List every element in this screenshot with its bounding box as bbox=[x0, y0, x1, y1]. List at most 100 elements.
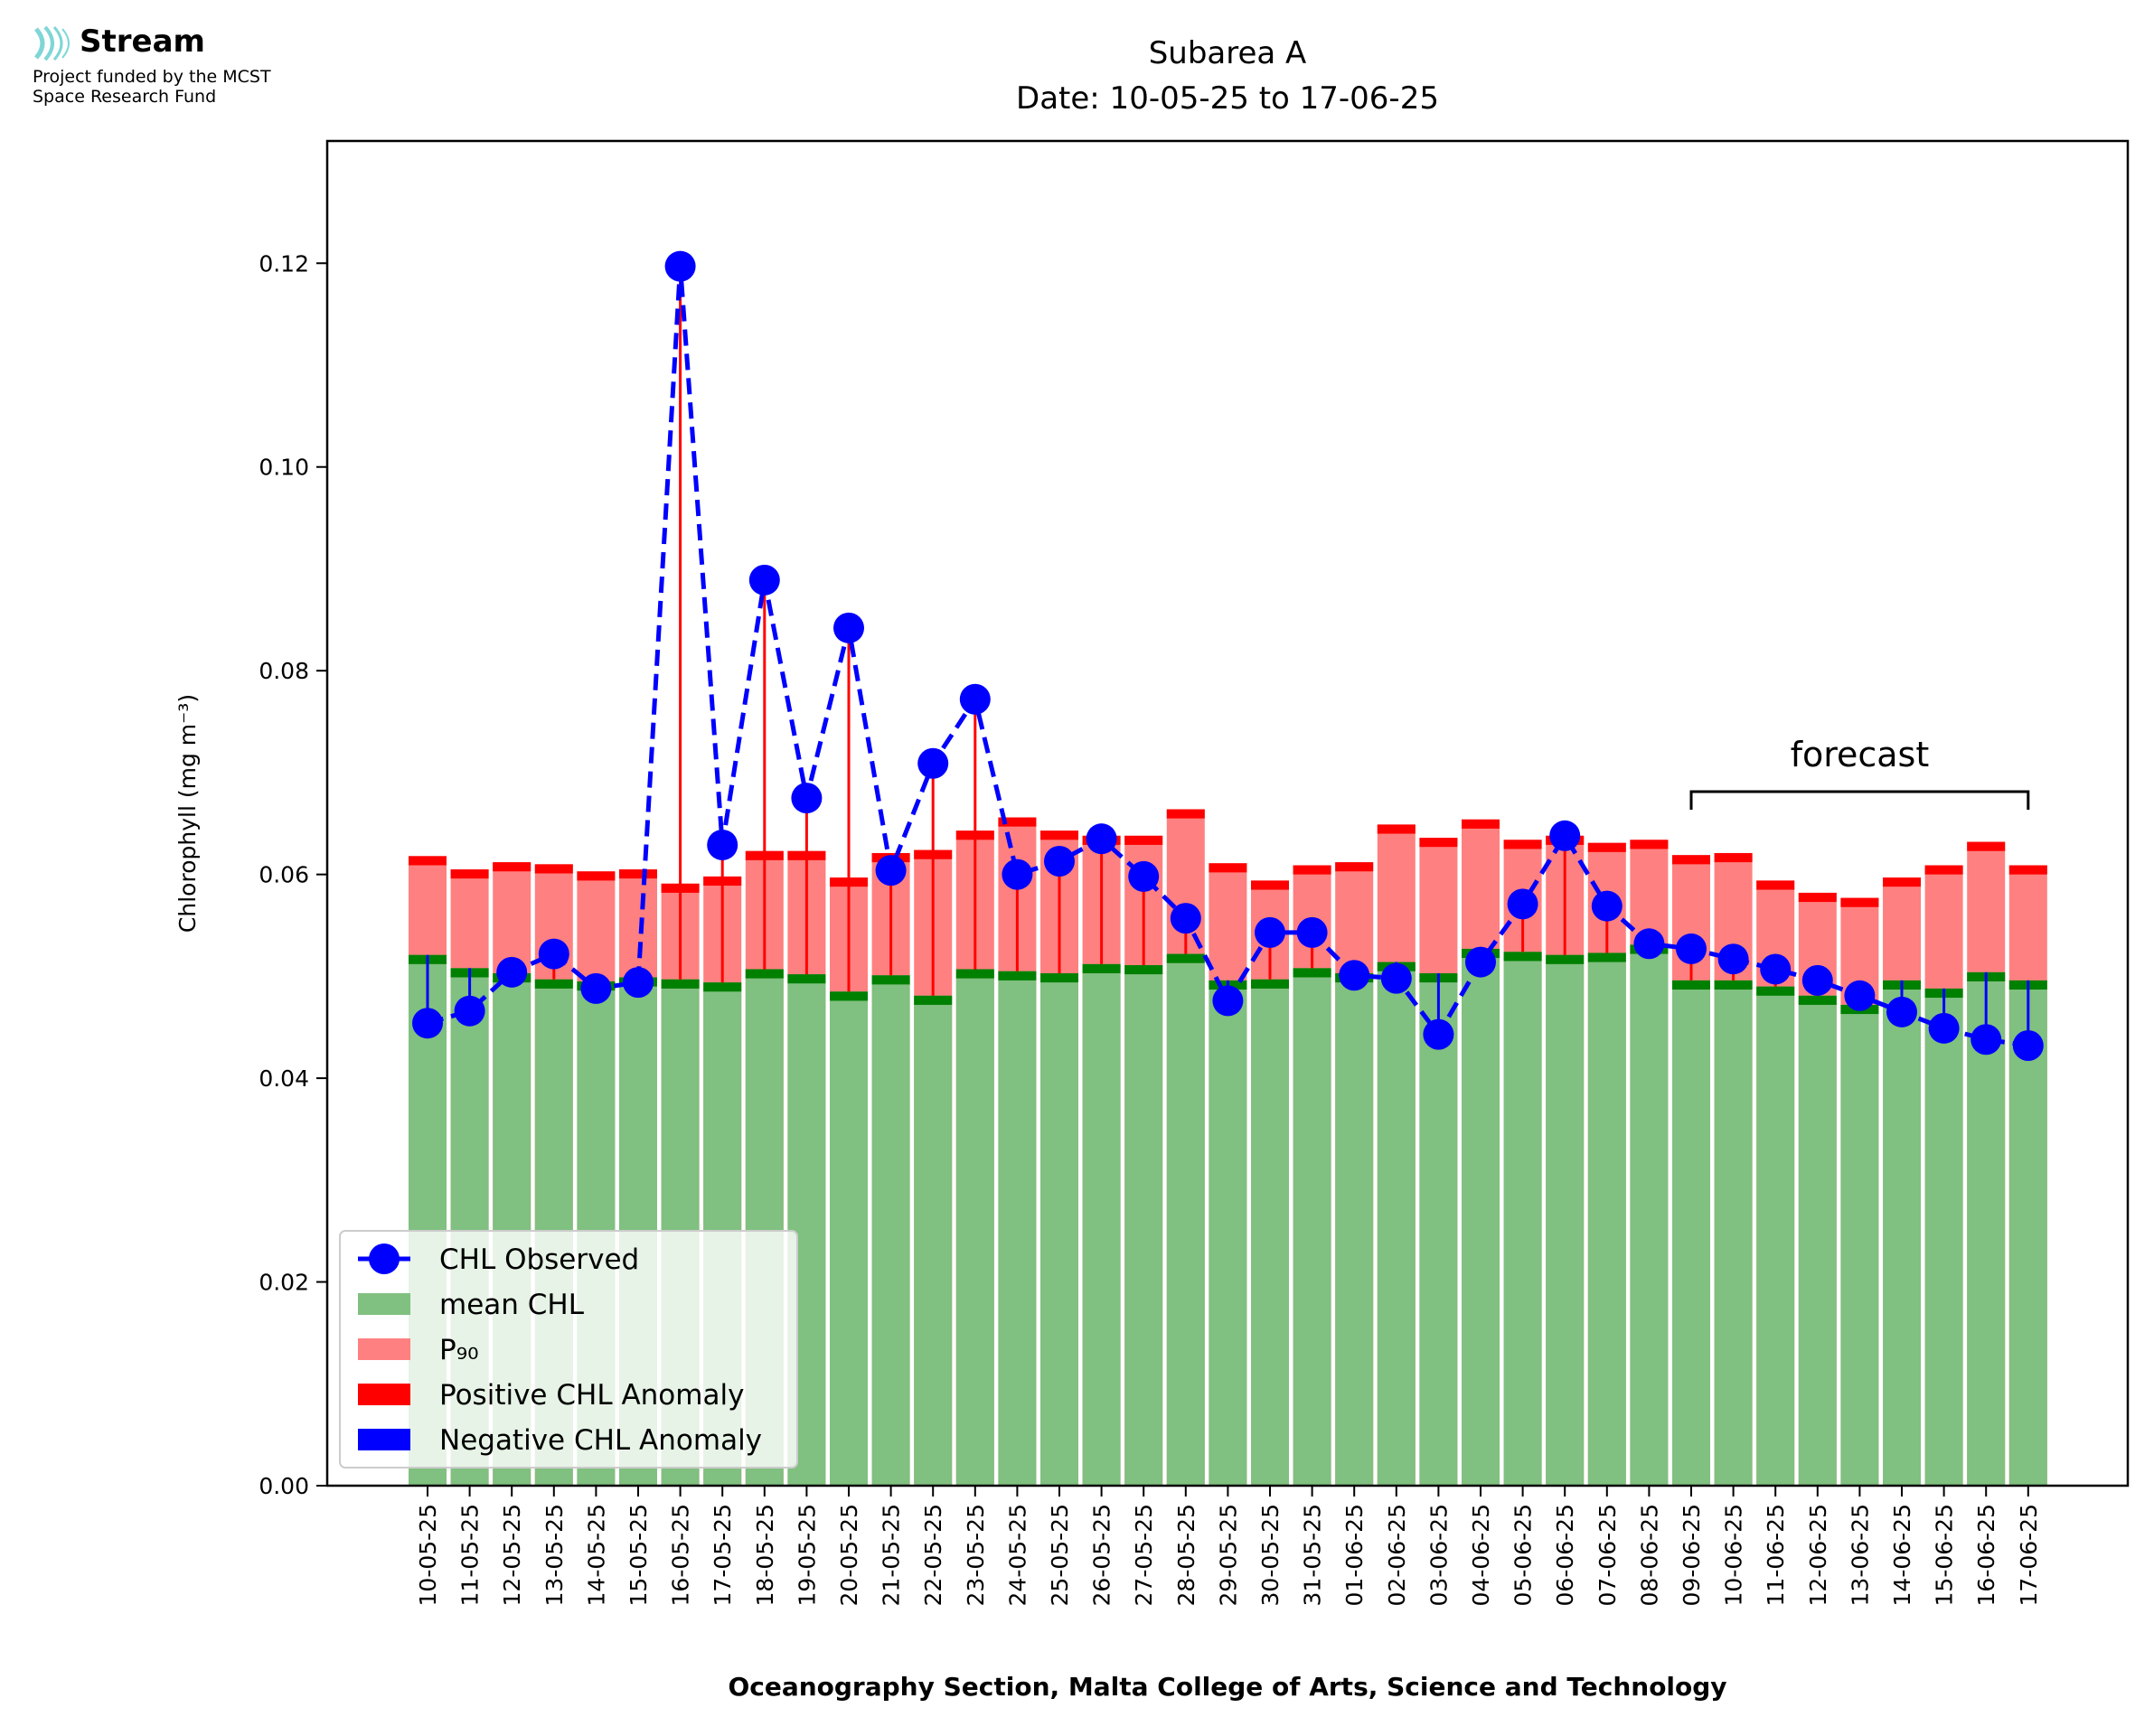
mean-cap bbox=[1040, 972, 1078, 983]
mean-cap bbox=[1293, 968, 1331, 978]
p90-cap bbox=[1587, 842, 1626, 852]
mean-bar bbox=[871, 975, 910, 1486]
observed-point bbox=[959, 683, 991, 715]
y-tick-label: 0.08 bbox=[259, 658, 309, 684]
observed-point bbox=[538, 938, 569, 970]
p90-cap bbox=[1714, 852, 1753, 863]
observed-point bbox=[1002, 859, 1033, 890]
observed-point bbox=[1507, 888, 1538, 920]
x-tick-label: 08-06-25 bbox=[1636, 1504, 1662, 1606]
mean-bar bbox=[1503, 952, 1542, 1486]
forecast-bracket bbox=[1689, 790, 2030, 810]
mean-bar bbox=[1967, 971, 2006, 1486]
p90-cap bbox=[1419, 838, 1458, 848]
observed-line-layer bbox=[412, 250, 2044, 1062]
observed-point bbox=[1549, 820, 1581, 851]
mean-cap bbox=[745, 969, 784, 979]
x-tick-label: 13-06-25 bbox=[1847, 1504, 1873, 1606]
observed-point bbox=[1128, 860, 1160, 892]
mean-bar bbox=[2008, 980, 2047, 1486]
x-tick-label: 11-05-25 bbox=[457, 1504, 484, 1606]
mean-cap bbox=[1756, 986, 1795, 996]
mean-bar bbox=[1756, 986, 1795, 1486]
mean-cap bbox=[1672, 980, 1710, 990]
mean-bar bbox=[998, 971, 1037, 1486]
mean-cap bbox=[1798, 995, 1837, 1005]
observed-point bbox=[1591, 890, 1623, 922]
legend: CHL Observed mean CHL P₉₀ Positive CHL Anom… bbox=[339, 1230, 798, 1469]
mean-cap bbox=[534, 979, 573, 989]
y-axis-label: Chlorophyll (mg m⁻³) bbox=[174, 694, 201, 933]
y-tick-label: 0.00 bbox=[259, 1473, 309, 1499]
x-tick-label: 25-05-25 bbox=[1047, 1504, 1073, 1606]
mean-bar bbox=[1840, 1004, 1879, 1486]
x-tick-label: 19-05-25 bbox=[794, 1504, 820, 1606]
mean-bar bbox=[955, 969, 994, 1486]
observed-point bbox=[1971, 1024, 2002, 1056]
mean-bar bbox=[1335, 972, 1374, 1486]
x-axis: 10-05-25 11-05-25 12-05-25 13-05-25 14-05-25… bbox=[415, 1486, 2042, 1606]
logo-name: Stream bbox=[80, 23, 205, 60]
mean-cap bbox=[1082, 963, 1121, 973]
observed-point bbox=[1633, 928, 1665, 960]
mean-cap bbox=[830, 991, 868, 1001]
y-tick-label: 0.12 bbox=[259, 250, 309, 277]
mean-bar bbox=[1082, 963, 1121, 1486]
x-tick-label: 27-05-25 bbox=[1131, 1504, 1157, 1606]
mean-cap bbox=[914, 995, 953, 1005]
p90-cap bbox=[1756, 880, 1795, 890]
x-tick-label: 14-06-25 bbox=[1889, 1504, 1915, 1606]
observed-point bbox=[1801, 964, 1833, 996]
x-tick-label: 28-05-25 bbox=[1173, 1504, 1199, 1606]
forecast-annotation: forecast bbox=[1689, 735, 2030, 810]
observed-point bbox=[875, 855, 907, 887]
logo-funding-line-1: Project funded by the MCST bbox=[33, 67, 271, 87]
mean-cap bbox=[871, 975, 910, 985]
legend-negative-swatch bbox=[358, 1429, 410, 1450]
mean-cap bbox=[661, 979, 700, 989]
legend-label: Negative CHL Anomaly bbox=[439, 1424, 762, 1457]
observed-point bbox=[1928, 1012, 1960, 1044]
x-tick-label: 16-06-25 bbox=[1973, 1504, 1999, 1606]
p90-cap bbox=[1967, 841, 2006, 851]
legend-mean-swatch bbox=[358, 1293, 410, 1315]
p90-cap bbox=[1924, 865, 1963, 875]
p90-cap bbox=[2008, 865, 2047, 875]
p90-cap bbox=[1166, 809, 1205, 819]
p90-cap bbox=[1883, 877, 1921, 887]
mean-bar bbox=[1377, 962, 1416, 1486]
observed-point bbox=[2012, 1030, 2044, 1062]
forecast-label: forecast bbox=[1791, 735, 1930, 774]
x-tick-label: 30-05-25 bbox=[1257, 1504, 1284, 1606]
observed-point bbox=[1086, 823, 1117, 855]
x-tick-label: 21-05-25 bbox=[879, 1504, 905, 1606]
mean-bar bbox=[1587, 952, 1626, 1486]
observed-point bbox=[1423, 1018, 1454, 1050]
logo-funding-line-2: Space Research Fund bbox=[33, 87, 217, 107]
mean-bar bbox=[1166, 953, 1205, 1486]
x-tick-label: 24-05-25 bbox=[1004, 1504, 1030, 1606]
mean-bar bbox=[1124, 964, 1163, 1486]
x-tick-label: 10-05-25 bbox=[415, 1504, 441, 1606]
stream-logo: Stream Project funded by the MCST Space … bbox=[33, 23, 331, 114]
mean-cap bbox=[998, 971, 1037, 981]
mean-bar bbox=[914, 995, 953, 1486]
mean-bar bbox=[1714, 980, 1753, 1486]
legend-observed-marker bbox=[369, 1243, 400, 1274]
mean-cap bbox=[955, 969, 994, 979]
x-tick-label: 10-06-25 bbox=[1721, 1504, 1747, 1606]
legend-p90-swatch bbox=[358, 1338, 410, 1360]
p90-cap bbox=[1040, 830, 1078, 840]
mean-bar bbox=[1798, 995, 1837, 1486]
observed-point bbox=[1212, 985, 1244, 1017]
x-tick-label: 23-05-25 bbox=[963, 1504, 989, 1606]
mean-bar bbox=[1672, 980, 1710, 1486]
observed-point bbox=[1296, 916, 1328, 948]
observed-point bbox=[1465, 946, 1496, 978]
y-tick-label: 0.10 bbox=[259, 455, 309, 481]
x-tick-label: 18-05-25 bbox=[752, 1504, 778, 1606]
observed-point bbox=[1844, 980, 1876, 1011]
y-tick-label: 0.02 bbox=[259, 1270, 309, 1296]
legend-label: CHL Observed bbox=[439, 1243, 639, 1276]
mean-cap bbox=[1546, 954, 1585, 964]
